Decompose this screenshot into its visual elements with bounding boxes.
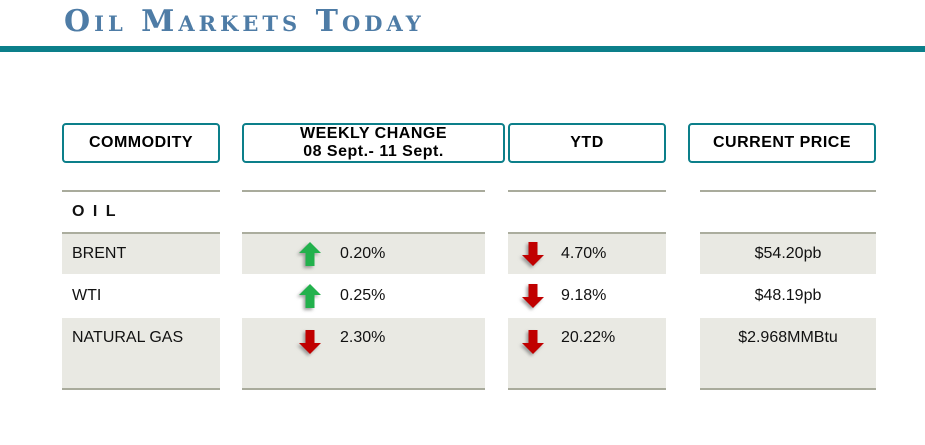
weekly-change-value: 0.20% xyxy=(340,245,386,262)
page-title: Oil Markets Today xyxy=(64,4,425,39)
ytd-column-body: 4.70% 9.18% 20.22% xyxy=(508,190,666,390)
ytd-header-label: YTD xyxy=(570,134,604,151)
trend-up-icon xyxy=(298,241,322,267)
trend-down-icon xyxy=(298,329,322,355)
trend-down-icon xyxy=(521,241,545,267)
ytd-column-header: YTD xyxy=(508,123,666,163)
commodity-name: WTI xyxy=(72,287,102,304)
current-price-column-body: $54.20pb $48.19pb $2.968MMBtu xyxy=(700,190,876,390)
column-top-rule xyxy=(242,190,485,192)
ytd-value: 9.18% xyxy=(561,287,607,304)
commodity-column-body: O I L BRENT WTI NATURAL GAS xyxy=(62,190,220,390)
title-underline-rule xyxy=(0,46,925,52)
current-price-column: CURRENT PRICE $54.20pb $48.19pb $2.968MM… xyxy=(688,123,876,390)
ytd-cell-natural-gas: 20.22% xyxy=(508,318,666,388)
current-price-header-label: CURRENT PRICE xyxy=(712,134,852,151)
column-bottom-rule xyxy=(508,388,666,390)
ytd-value: 20.22% xyxy=(561,329,616,346)
current-price-value: $48.19pb xyxy=(754,287,822,304)
weekly-change-header-line2: 08 Sept.- 11 Sept. xyxy=(303,143,444,160)
commodity-cell-wti: WTI xyxy=(62,274,220,318)
commodity-column: COMMODITY O I L BRENT WTI NATURAL GAS xyxy=(62,123,220,390)
weekly-change-value: 2.30% xyxy=(340,329,386,346)
ytd-cell-wti: 9.18% xyxy=(508,274,666,318)
section-row-spacer xyxy=(242,192,485,232)
weekly-change-column-body: 0.20% 0.25% 2.30% xyxy=(242,190,485,390)
current-price-cell-brent: $54.20pb xyxy=(700,232,876,274)
weekly-change-cell-natural-gas: 2.30% xyxy=(242,318,485,388)
trend-down-icon xyxy=(521,283,545,309)
section-label: O I L xyxy=(72,203,118,220)
weekly-change-column: WEEKLY CHANGE 08 Sept.- 11 Sept. 0.20% 0… xyxy=(242,123,505,390)
commodity-header-label: COMMODITY xyxy=(88,134,194,151)
weekly-change-cell-wti: 0.25% xyxy=(242,274,485,318)
section-row-spacer xyxy=(700,192,876,232)
column-bottom-rule xyxy=(242,388,485,390)
section-row-spacer xyxy=(508,192,666,232)
ytd-cell-brent: 4.70% xyxy=(508,232,666,274)
column-bottom-rule xyxy=(700,388,876,390)
column-bottom-rule xyxy=(62,388,220,390)
current-price-cell-wti: $48.19pb xyxy=(700,274,876,318)
weekly-change-value: 0.25% xyxy=(340,287,386,304)
column-top-rule xyxy=(62,190,220,192)
commodity-name: BRENT xyxy=(72,245,127,262)
ytd-column: YTD 4.70% 9.18% 20.22% xyxy=(508,123,666,390)
column-top-rule xyxy=(700,190,876,192)
current-price-cell-natural-gas: $2.968MMBtu xyxy=(700,318,876,388)
commodity-cell-brent: BRENT xyxy=(62,232,220,274)
current-price-value: $54.20pb xyxy=(754,245,822,262)
weekly-change-column-header: WEEKLY CHANGE 08 Sept.- 11 Sept. xyxy=(242,123,505,163)
trend-down-icon xyxy=(521,329,545,355)
column-top-rule xyxy=(508,190,666,192)
weekly-change-cell-brent: 0.20% xyxy=(242,232,485,274)
current-price-column-header: CURRENT PRICE xyxy=(688,123,876,163)
ytd-value: 4.70% xyxy=(561,245,607,262)
commodity-name: NATURAL GAS xyxy=(72,329,184,346)
weekly-change-header-line1: WEEKLY CHANGE xyxy=(300,125,447,142)
section-row-oil: O I L xyxy=(62,192,220,232)
commodity-cell-natural-gas: NATURAL GAS xyxy=(62,318,220,388)
current-price-value: $2.968MMBtu xyxy=(738,329,838,346)
trend-up-icon xyxy=(298,283,322,309)
commodity-column-header: COMMODITY xyxy=(62,123,220,163)
